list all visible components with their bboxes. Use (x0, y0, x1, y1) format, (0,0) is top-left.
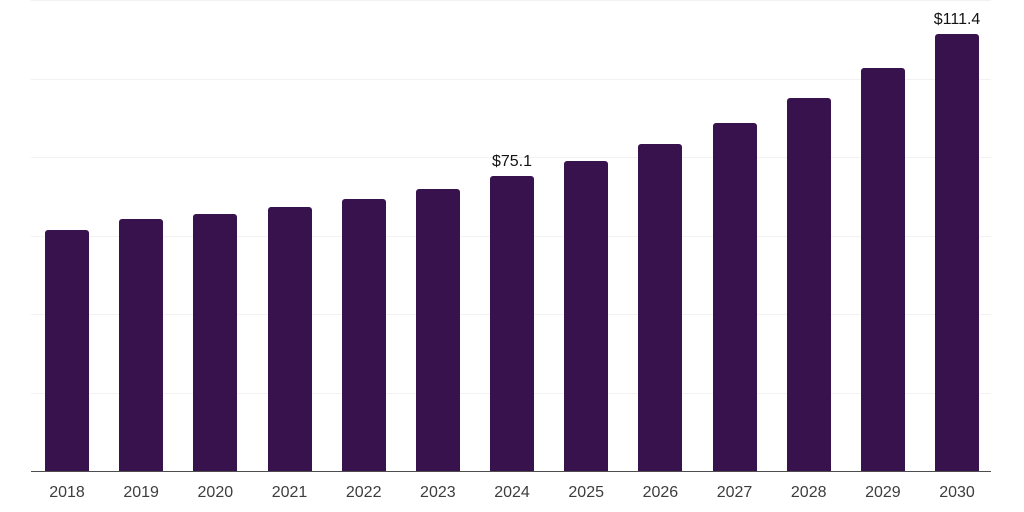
bar-2029 (860, 68, 905, 471)
x-label-2021: 2021 (271, 484, 308, 501)
value-label-2024: $75.1 (491, 153, 533, 171)
x-label-2019: 2019 (123, 484, 159, 501)
x-label-2022: 2022 (345, 484, 382, 501)
x-label-2026: 2026 (642, 484, 679, 501)
x-axis-line (31, 470, 991, 472)
bar-2028 (786, 98, 831, 471)
x-label-2027: 2027 (716, 484, 753, 501)
gridline-120 (31, 0, 991, 1)
gridline-80 (31, 157, 991, 158)
bar-2026 (638, 144, 683, 471)
x-label-2025: 2025 (568, 484, 604, 501)
x-label-2030: 2030 (939, 484, 975, 501)
plot-area: $75.1 $111.4 (31, 0, 991, 472)
bar-2024 (490, 176, 535, 471)
gridline-100 (31, 78, 991, 80)
bar-2020 (193, 213, 238, 471)
bar-2030 (935, 33, 980, 471)
x-label-2020: 2020 (197, 484, 234, 501)
bar-2027 (712, 122, 757, 471)
x-label-2028: 2028 (790, 484, 827, 501)
bar-2018 (45, 230, 89, 471)
bar-2021 (267, 207, 312, 471)
bar-2023 (415, 189, 460, 471)
bar-2022 (341, 198, 386, 471)
x-label-2029: 2029 (865, 484, 901, 501)
x-label-2024: 2024 (494, 484, 530, 501)
bar-2025 (564, 160, 609, 471)
x-label-2018: 2018 (49, 484, 85, 501)
bar-2019 (119, 218, 164, 471)
x-label-2023: 2023 (420, 484, 456, 501)
value-label-2030: $111.4 (933, 10, 981, 28)
